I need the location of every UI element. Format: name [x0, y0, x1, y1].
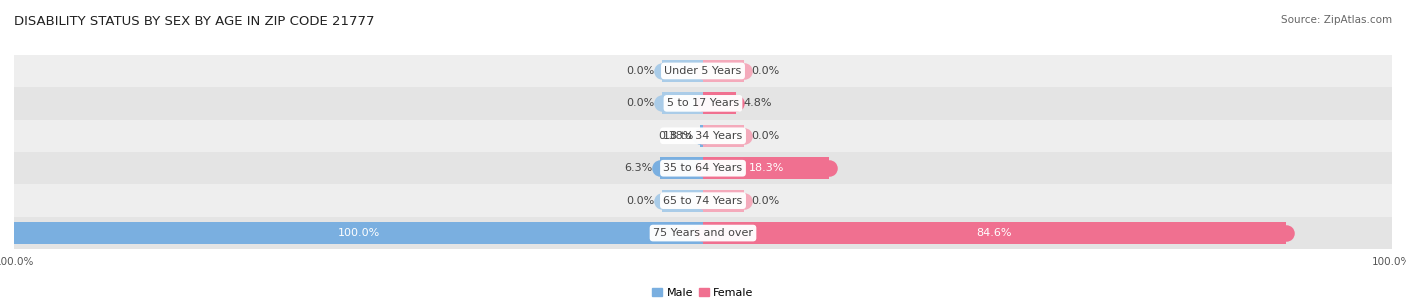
- Text: DISABILITY STATUS BY SEX BY AGE IN ZIP CODE 21777: DISABILITY STATUS BY SEX BY AGE IN ZIP C…: [14, 15, 374, 28]
- Text: 6.3%: 6.3%: [624, 163, 652, 173]
- Text: 4.8%: 4.8%: [742, 98, 772, 108]
- Text: 18.3%: 18.3%: [748, 163, 783, 173]
- Bar: [14, 119, 1392, 152]
- Text: 65 to 74 Years: 65 to 74 Years: [664, 196, 742, 206]
- Bar: [703, 190, 744, 212]
- Bar: [662, 190, 703, 212]
- Text: 75 Years and over: 75 Years and over: [652, 228, 754, 238]
- Text: 100.0%: 100.0%: [337, 228, 380, 238]
- Text: 0.0%: 0.0%: [751, 66, 779, 76]
- Text: 0.0%: 0.0%: [627, 66, 655, 76]
- Bar: [703, 157, 830, 179]
- Text: Source: ZipAtlas.com: Source: ZipAtlas.com: [1281, 15, 1392, 25]
- Bar: [703, 92, 737, 114]
- Bar: [14, 152, 1392, 185]
- Bar: [703, 222, 1286, 244]
- Bar: [14, 222, 703, 244]
- Bar: [659, 157, 703, 179]
- Text: 84.6%: 84.6%: [977, 228, 1012, 238]
- Text: 18 to 34 Years: 18 to 34 Years: [664, 131, 742, 141]
- Text: 0.0%: 0.0%: [751, 196, 779, 206]
- Text: 0.0%: 0.0%: [751, 131, 779, 141]
- Text: 5 to 17 Years: 5 to 17 Years: [666, 98, 740, 108]
- Legend: Male, Female: Male, Female: [648, 283, 758, 302]
- Bar: [14, 87, 1392, 119]
- Bar: [14, 55, 1392, 87]
- Bar: [703, 60, 744, 82]
- Bar: [662, 92, 703, 114]
- Text: 0.0%: 0.0%: [627, 98, 655, 108]
- Bar: [700, 125, 703, 147]
- Text: 35 to 64 Years: 35 to 64 Years: [664, 163, 742, 173]
- Bar: [14, 185, 1392, 217]
- Text: 0.38%: 0.38%: [658, 131, 693, 141]
- Bar: [14, 217, 1392, 249]
- Bar: [662, 60, 703, 82]
- Text: Under 5 Years: Under 5 Years: [665, 66, 741, 76]
- Text: 0.0%: 0.0%: [627, 196, 655, 206]
- Bar: [703, 125, 744, 147]
